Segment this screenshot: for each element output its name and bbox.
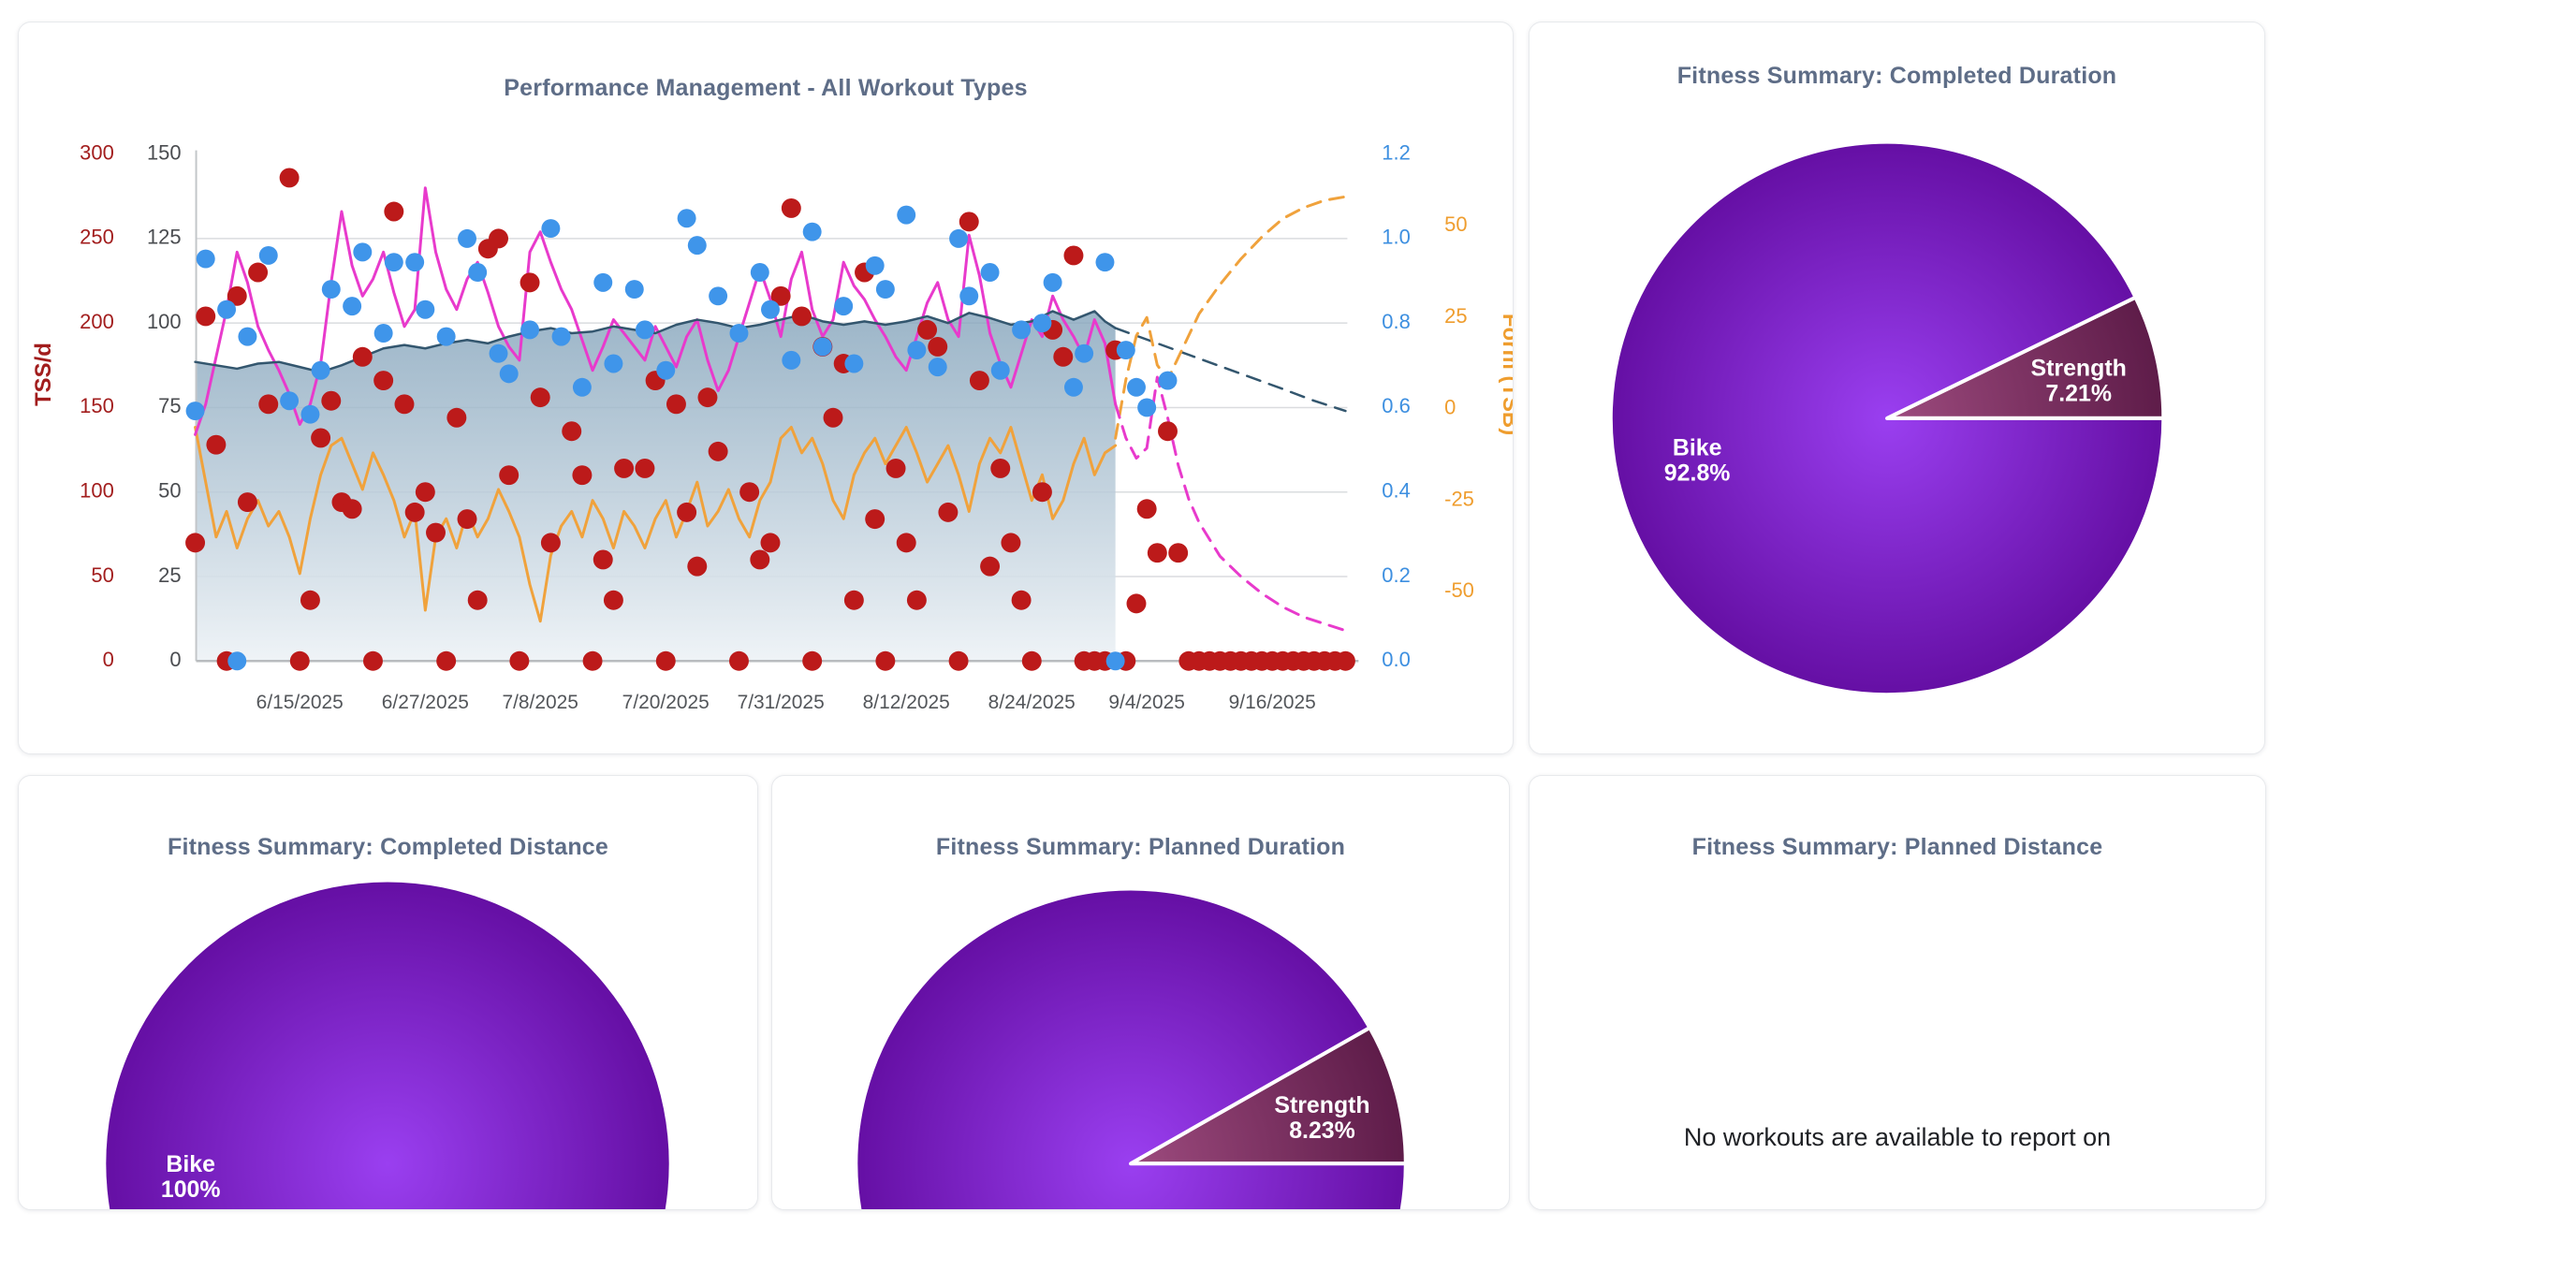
- svg-text:0: 0: [103, 648, 114, 671]
- svg-text:0.0: 0.0: [1382, 648, 1411, 671]
- svg-text:50: 50: [1444, 212, 1467, 236]
- svg-text:0.8: 0.8: [1382, 310, 1411, 333]
- svg-text:25: 25: [158, 563, 181, 587]
- pie-label-strength: Strength 8.23%: [1274, 1092, 1369, 1144]
- svg-text:1.2: 1.2: [1382, 140, 1411, 164]
- fitness-area-fill: [195, 311, 1116, 662]
- svg-text:7/8/2025: 7/8/2025: [502, 692, 578, 713]
- svg-text:-25: -25: [1444, 487, 1474, 510]
- completed-tss-dots: [185, 205, 1178, 671]
- completed-distance-title: Fitness Summary: Completed Distance: [167, 834, 608, 860]
- completed-distance-pie-chart: Bike 100%: [106, 882, 669, 1209]
- svg-text:25: 25: [1444, 304, 1467, 328]
- svg-text:0: 0: [1444, 396, 1456, 419]
- completed-duration-pie-chart: Strength 7.21% Bike 92.8%: [1608, 139, 2166, 697]
- inner-left-axis-ticks: 150 125 100 75 50 25 0: [147, 140, 182, 671]
- svg-text:50: 50: [158, 479, 181, 503]
- tss-axis-ticks: 300 250 200 150 100 50 0: [80, 140, 114, 671]
- pie-label-strength: Strength 7.21%: [2030, 356, 2126, 407]
- ratio-axis-ticks: 1.2 1.0 0.8 0.6 0.4 0.2 0.0: [1382, 140, 1411, 671]
- date-axis-ticks: 6/15/2025 6/27/2025 7/8/2025 7/20/2025 7/31/…: [256, 692, 1316, 713]
- pie-slice-strength: [1885, 295, 2166, 420]
- svg-text:-50: -50: [1444, 578, 1474, 602]
- pie-slice-bike: [1608, 139, 2166, 697]
- svg-text:9/16/2025: 9/16/2025: [1229, 692, 1316, 713]
- completed-distance-card: Fitness Summary: Completed Distance Bike…: [18, 775, 758, 1210]
- svg-text:8/12/2025: 8/12/2025: [863, 692, 950, 713]
- svg-text:7/31/2025: 7/31/2025: [738, 692, 825, 713]
- performance-management-card: Performance Management - All Workout Typ…: [18, 22, 1514, 754]
- svg-text:7/20/2025: 7/20/2025: [622, 692, 710, 713]
- svg-text:0.4: 0.4: [1382, 479, 1411, 503]
- pie-label-bike: Bike 100%: [161, 1151, 221, 1203]
- planned-duration-card: Fitness Summary: Planned Duration Streng…: [771, 775, 1510, 1210]
- form-tsb-line: [194, 425, 1118, 623]
- planned-duration-title: Fitness Summary: Planned Duration: [935, 834, 1346, 860]
- performance-management-chart: 30025020015010050015012510075502501.21.0…: [31, 140, 1513, 713]
- svg-text:150: 150: [147, 140, 182, 164]
- svg-text:300: 300: [80, 140, 114, 164]
- pie-slice-bike: [106, 882, 669, 1209]
- fitness-projection-line: [1114, 327, 1347, 413]
- fitness-ctl-line: [194, 310, 1117, 373]
- fatigue-projection-line: [1114, 375, 1347, 633]
- tss-axis-label: TSS/d: [31, 343, 56, 406]
- fatigue-atl-line: [194, 186, 1118, 436]
- planned-tss-dots: [185, 168, 1355, 671]
- planned-distance-card: Fitness Summary: Planned Distance No wor…: [1529, 775, 2266, 1210]
- svg-text:0: 0: [169, 648, 181, 671]
- no-workouts-message: No workouts are available to report on: [1683, 1123, 2112, 1151]
- svg-text:250: 250: [80, 226, 114, 249]
- svg-text:125: 125: [147, 226, 182, 249]
- form-axis-label: Form (TSB): [1498, 314, 1513, 435]
- form-projection-line: [1114, 195, 1347, 440]
- svg-text:100: 100: [147, 310, 182, 333]
- svg-text:75: 75: [158, 394, 181, 417]
- svg-text:100: 100: [80, 479, 114, 503]
- svg-text:9/4/2025: 9/4/2025: [1108, 692, 1185, 713]
- svg-text:150: 150: [80, 394, 114, 417]
- svg-text:0.2: 0.2: [1382, 563, 1411, 587]
- svg-text:50: 50: [91, 563, 113, 587]
- pie-label-bike: Bike 92.8%: [1664, 434, 1731, 486]
- svg-text:1.0: 1.0: [1382, 226, 1411, 249]
- planned-distance-title: Fitness Summary: Planned Distance: [1691, 834, 2103, 860]
- pie-slice-strength: [1129, 1026, 1408, 1166]
- planned-duration-pie-chart: Strength 8.23%: [854, 886, 1408, 1209]
- completed-duration-card: Fitness Summary: Completed Duration Stre…: [1529, 22, 2265, 754]
- svg-text:0.6: 0.6: [1382, 394, 1411, 417]
- form-axis-ticks: 50 25 0 -25 -50: [1444, 212, 1474, 602]
- pie-slice-bike: [854, 886, 1408, 1209]
- svg-text:8/24/2025: 8/24/2025: [988, 692, 1076, 713]
- completed-duration-title: Fitness Summary: Completed Duration: [1676, 63, 2117, 89]
- svg-text:6/27/2025: 6/27/2025: [382, 692, 469, 713]
- performance-management-title: Performance Management - All Workout Typ…: [504, 75, 1028, 101]
- svg-text:6/15/2025: 6/15/2025: [256, 692, 344, 713]
- svg-text:200: 200: [80, 310, 114, 333]
